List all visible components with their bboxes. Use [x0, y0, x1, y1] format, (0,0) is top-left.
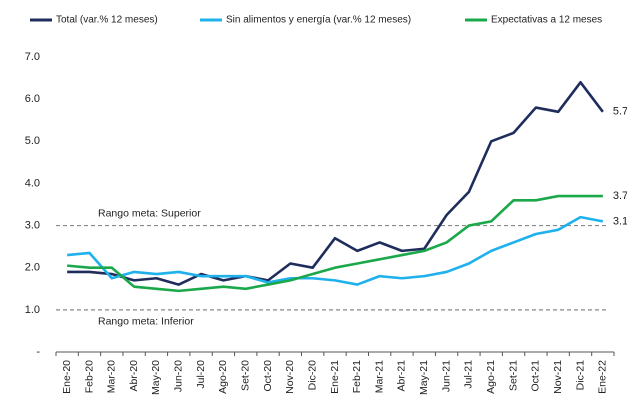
- y-tick-label: 7.0: [25, 51, 40, 63]
- reference-label: Rango meta: Superior: [98, 207, 201, 219]
- x-tick-label: May-20: [150, 360, 162, 395]
- legend-label: Expectativas a 12 meses: [491, 15, 602, 26]
- x-tick-label: Oct-21: [530, 360, 542, 392]
- y-tick-label: 4.0: [25, 177, 40, 189]
- x-tick-label: Feb-21: [351, 360, 363, 393]
- y-tick-label: 5.0: [25, 135, 40, 147]
- y-tick-label: 6.0: [25, 93, 40, 105]
- x-tick-label: Nov-21: [552, 360, 564, 394]
- series-line: [67, 215, 604, 286]
- x-tick-label: Mar-20: [106, 360, 118, 393]
- x-tick-label: Ago-20: [217, 360, 229, 394]
- x-tick-label: Jul-21: [463, 360, 475, 389]
- x-tick-label: Ene-21: [329, 360, 341, 394]
- x-tick-label: Jun-21: [440, 360, 452, 392]
- end-value-label: 5.7: [613, 106, 627, 118]
- legend-label: Total (var.% 12 meses): [56, 15, 158, 26]
- x-tick-label: Set-21: [507, 360, 519, 391]
- y-tick-label: 1.0: [25, 304, 40, 316]
- x-tick-label: Ene-22: [597, 360, 609, 394]
- x-tick-label: Feb-20: [83, 360, 95, 393]
- reference-label: Rango meta: Inferior: [98, 316, 194, 328]
- x-tick-label: Ago-21: [485, 360, 497, 394]
- y-tick-label: -: [36, 346, 40, 358]
- x-tick-label: Nov-20: [284, 360, 296, 394]
- end-value-label: 3.7: [613, 190, 627, 202]
- y-tick-label: 2.0: [25, 262, 40, 274]
- series-line: [67, 80, 604, 286]
- end-value-label: 3.1: [613, 215, 627, 227]
- x-tick-label: Dic-20: [306, 360, 318, 391]
- x-tick-label: Dic-21: [574, 360, 586, 391]
- x-tick-label: Jul-20: [195, 360, 207, 389]
- x-tick-label: Ene-20: [61, 360, 73, 394]
- series-line: [67, 194, 603, 293]
- x-tick-label: Oct-20: [262, 360, 274, 392]
- x-tick-label: Jun-20: [173, 360, 185, 392]
- x-tick-label: May-21: [418, 360, 430, 395]
- x-tick-label: Abr-21: [396, 360, 408, 392]
- y-tick-label: 3.0: [25, 219, 40, 231]
- x-tick-label: Abr-20: [128, 360, 140, 392]
- legend-label: Sin alimentos y energía (var.% 12 meses): [226, 15, 411, 26]
- x-tick-label: Mar-21: [373, 360, 385, 393]
- x-tick-label: Set-20: [240, 360, 252, 391]
